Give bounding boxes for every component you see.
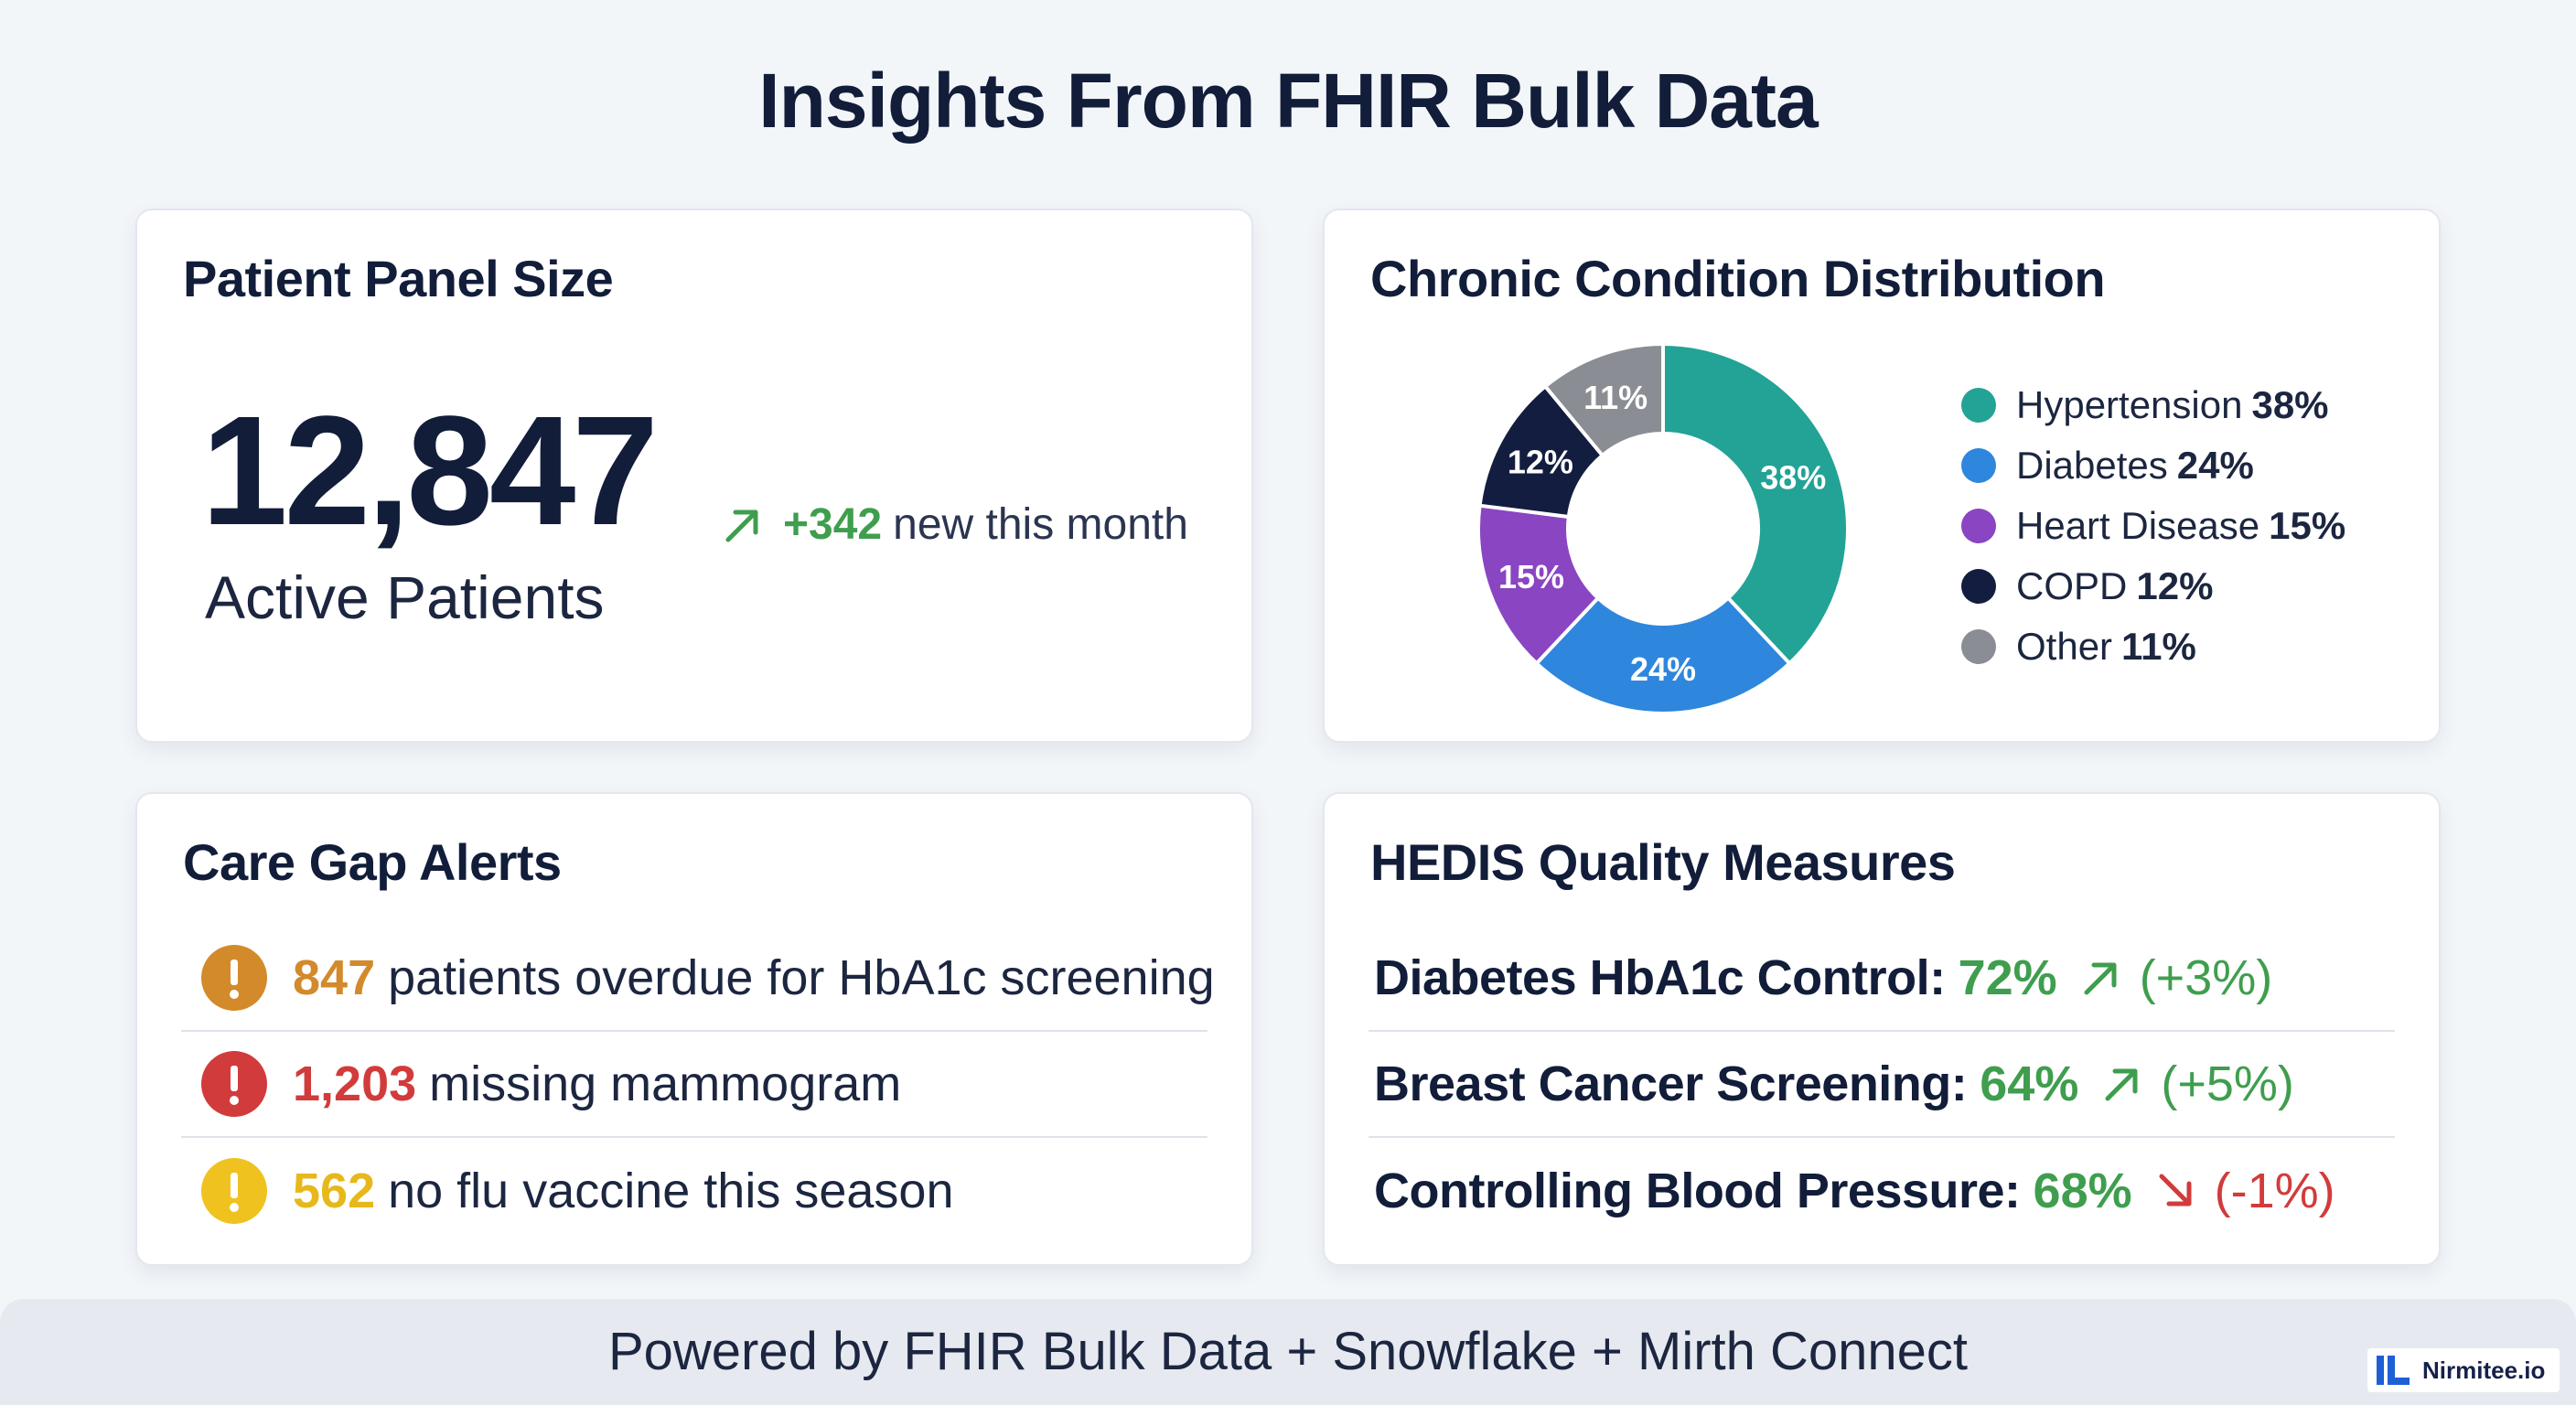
legend-label: COPD <box>2016 564 2128 607</box>
active-patients-caption: Active Patients <box>205 563 605 631</box>
arrow-down-right-icon <box>2159 1174 2192 1207</box>
measure-change: (+3%) <box>2139 950 2273 1005</box>
alert-text: no flu vaccine this season <box>388 1164 954 1218</box>
alert-count: 562 <box>293 1164 376 1218</box>
legend-label: Heart Disease <box>2016 504 2260 547</box>
hedis-list: Diabetes HbA1c Control: 72% (+3%) Breast… <box>1368 926 2395 1244</box>
patient-panel-title: Patient Panel Size <box>183 250 614 307</box>
arrow-up-right-icon <box>2084 962 2117 995</box>
chronic-condition-card: Chronic Condition Distribution 38% 24% 15%… <box>1323 209 2441 743</box>
hedis-measure: Controlling Blood Pressure: 68% (-1%) <box>1368 1138 2395 1244</box>
donut-slice-label: 12% <box>1508 443 1573 480</box>
donut-slice-label: 11% <box>1583 379 1648 416</box>
trend-text: new this month <box>893 500 1188 549</box>
hedis-measure: Breast Cancer Screening: 64% (+5%) <box>1368 1032 2395 1138</box>
measure-label: Breast Cancer Screening: <box>1374 1056 1968 1111</box>
alert-text: patients overdue for HbA1c screening <box>388 950 1215 1005</box>
measure-percent: 64% <box>1980 1056 2079 1111</box>
donut-slice-diabetes <box>1533 595 1793 715</box>
brand-logo: Nirmitee.io <box>2367 1348 2560 1392</box>
legend-dot <box>1961 448 1996 483</box>
footer-bar: Powered by FHIR Bulk Data + Snowflake + … <box>0 1299 2576 1405</box>
hedis-measure: Diabetes HbA1c Control: 72% (+3%) <box>1368 926 2395 1032</box>
exclamation-icon <box>201 945 267 1011</box>
donut-slice-other <box>1542 341 1665 458</box>
arrow-up-right-icon <box>725 509 758 542</box>
hedis-card: HEDIS Quality Measures Diabetes HbA1c Co… <box>1323 792 2441 1266</box>
brand-name: Nirmitee.io <box>2422 1356 2546 1384</box>
legend-label: Hypertension <box>2016 383 2243 426</box>
donut-slice-hypertension <box>1661 341 1850 667</box>
legend-label: Diabetes <box>2016 444 2168 487</box>
legend-dot <box>1961 509 1996 543</box>
measure-percent: 68% <box>2033 1164 2132 1218</box>
page-title: Insights From FHIR Bulk Data <box>758 58 1818 144</box>
legend-dot <box>1961 388 1996 423</box>
care-gap-card: Care Gap Alerts 847 patients overdue for… <box>135 792 1253 1266</box>
care-gap-alert: 1,203 missing mammogram <box>181 1032 1208 1138</box>
legend-item-copd: COPD 12% <box>1961 556 2345 617</box>
donut-slice-label: 15% <box>1498 558 1564 595</box>
legend-item-diabetes: Diabetes 24% <box>1961 435 2345 496</box>
new-patients-trend: +342 new this month <box>723 499 1188 550</box>
nirmitee-logo-icon <box>2377 1356 2410 1385</box>
care-gap-alert: 562 no flu vaccine this season <box>181 1138 1208 1244</box>
care-gap-alert: 847 patients overdue for HbA1c screening <box>181 926 1215 1032</box>
legend-label: Other <box>2016 625 2113 668</box>
measure-label: Controlling Blood Pressure: <box>1374 1164 2021 1218</box>
exclamation-icon <box>201 1051 267 1117</box>
active-patient-count: 12,847 <box>201 384 659 558</box>
measure-percent: 72% <box>1958 950 2057 1005</box>
exclamation-icon <box>201 1158 267 1224</box>
legend-dot <box>1961 629 1996 664</box>
legend-value: 38% <box>2251 383 2329 426</box>
care-gap-list: 847 patients overdue for HbA1c screening… <box>181 926 1215 1244</box>
legend-value: 12% <box>2136 564 2214 607</box>
alert-count: 1,203 <box>293 1056 417 1111</box>
legend-value: 15% <box>2269 504 2346 547</box>
alert-count: 847 <box>293 950 376 1005</box>
legend-value: 11% <box>2121 625 2196 668</box>
patient-panel-card: Patient Panel Size 12,847 Active Patient… <box>135 209 1253 743</box>
legend-value: 24% <box>2176 444 2254 487</box>
chronic-condition-legend: Hypertension 38% Diabetes 24% Heart Dise… <box>1961 375 2345 677</box>
chronic-condition-title: Chronic Condition Distribution <box>1370 250 2106 307</box>
footer-text: Powered by FHIR Bulk Data + Snowflake + … <box>607 1322 1969 1381</box>
donut-slice-label: 24% <box>1630 650 1696 688</box>
legend-item-heart-disease: Heart Disease 15% <box>1961 496 2345 556</box>
donut-slice-heart-disease <box>1476 503 1601 667</box>
legend-dot <box>1961 569 1996 604</box>
measure-change: (-1%) <box>2214 1164 2335 1218</box>
care-gap-title: Care Gap Alerts <box>183 833 562 891</box>
alert-text: missing mammogram <box>429 1056 902 1111</box>
chronic-condition-donut-chart: 38% 24% 15% 12% 11% <box>1476 341 1850 715</box>
trend-value: +342 <box>783 500 883 549</box>
legend-item-hypertension: Hypertension 38% <box>1961 375 2345 435</box>
measure-label: Diabetes HbA1c Control: <box>1374 950 1946 1005</box>
hedis-title: HEDIS Quality Measures <box>1370 833 1956 891</box>
legend-item-other: Other 11% <box>1961 617 2345 677</box>
measure-change: (+5%) <box>2161 1056 2294 1111</box>
donut-slice-label: 38% <box>1760 459 1826 497</box>
arrow-up-right-icon <box>2105 1068 2138 1101</box>
